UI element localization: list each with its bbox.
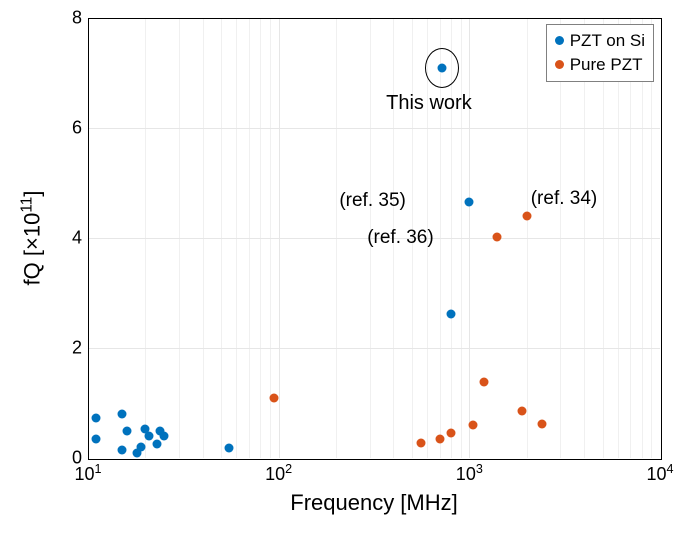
data-point (446, 309, 455, 318)
annotation: (ref. 36) (367, 227, 434, 249)
y-tick-label: 0 (72, 448, 82, 469)
legend-marker-icon (555, 36, 564, 45)
y-tick-label: 4 (72, 228, 82, 249)
legend-label: PZT on Si (570, 29, 645, 53)
data-point (493, 232, 502, 241)
data-point (435, 434, 444, 443)
data-point (145, 432, 154, 441)
legend-marker-icon (555, 60, 564, 69)
data-point (91, 413, 100, 422)
annotation: (ref. 35) (339, 190, 406, 212)
data-point (159, 432, 168, 441)
x-axis-label: Frequency [MHz] (290, 490, 458, 516)
legend-label: Pure PZT (570, 53, 643, 77)
legend-item: Pure PZT (555, 53, 645, 77)
data-point (117, 410, 126, 419)
legend: PZT on SiPure PZT (546, 24, 654, 82)
y-tick-label: 8 (72, 8, 82, 29)
data-point (537, 419, 546, 428)
data-point (465, 198, 474, 207)
data-point (417, 438, 426, 447)
annotation: (ref. 34) (531, 188, 598, 210)
data-point (270, 393, 279, 402)
data-point (469, 421, 478, 430)
scatter-chart: 10110210310402468Frequency [MHz]fQ [×101… (0, 0, 685, 534)
data-point (446, 429, 455, 438)
y-tick-label: 6 (72, 118, 82, 139)
annotation: This work (386, 92, 472, 115)
data-point (137, 443, 146, 452)
data-point (480, 378, 489, 387)
y-axis-label: fQ [×1011] (18, 191, 45, 286)
legend-item: PZT on Si (555, 29, 645, 53)
x-tick-label: 102 (265, 462, 292, 485)
data-point (522, 212, 531, 221)
data-point (225, 444, 234, 453)
data-point (122, 426, 131, 435)
highlight-ellipse (425, 48, 459, 88)
data-point (117, 445, 126, 454)
data-point (152, 440, 161, 449)
x-tick-label: 103 (456, 462, 483, 485)
x-tick-label: 104 (646, 462, 673, 485)
data-point (91, 434, 100, 443)
y-tick-label: 2 (72, 338, 82, 359)
data-point (518, 407, 527, 416)
